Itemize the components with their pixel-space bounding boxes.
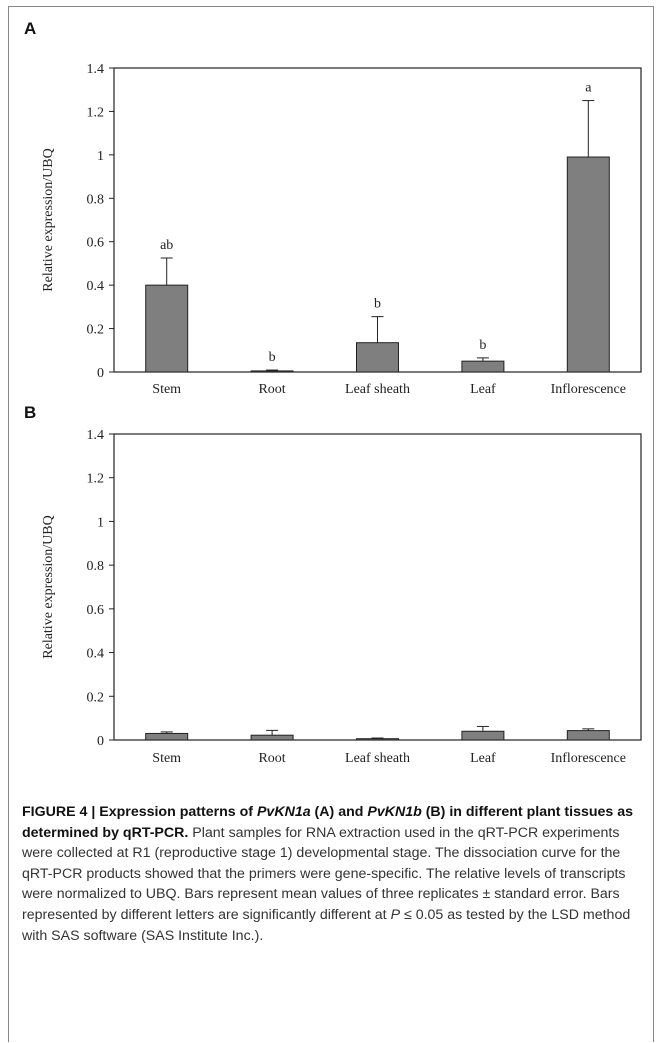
panel-a-significance-letter: a: [585, 81, 592, 96]
caption-body-1: Plant samples for RNA extraction used in…: [22, 824, 626, 923]
panel-b-bar: [250, 734, 294, 741]
panel-b-bar: [145, 732, 189, 741]
panel-b-y-tick-label: 1.2: [87, 472, 105, 487]
panel-a-y-axis-label: Relative expression/UBQ: [41, 148, 56, 291]
panel-a-y-tick-label: 1.4: [87, 62, 105, 77]
panel-a-bar: [250, 370, 294, 373]
panel-a-category-label: Root: [258, 382, 285, 397]
panel-a-category-label: Stem: [152, 382, 181, 397]
panel-a-bar: [145, 284, 189, 373]
panel-b-y-tick-label: 0.6: [87, 603, 105, 618]
caption-p-symbol: P: [390, 906, 401, 923]
panel-a-category-label: Inflorescence: [551, 382, 626, 397]
panel-b-category-label: Leaf: [470, 751, 496, 766]
panel-a-y-tick-label: 1.2: [87, 105, 105, 120]
panel-b-category-label: Stem: [152, 751, 181, 766]
panel-b-y-tick-label: 1.4: [87, 428, 105, 443]
panel-a-y-tick-label: 1: [97, 149, 104, 164]
panel-b-category-label: Root: [258, 751, 285, 766]
panel-a-category-label: Leaf: [470, 382, 496, 397]
figure-caption: FIGURE 4 | Expression patterns of PvKN1a…: [22, 802, 642, 946]
panel-b-label: B: [24, 403, 36, 422]
panel-a-bar: [566, 156, 610, 373]
panel-b-category-label: Leaf sheath: [345, 751, 410, 766]
panel-b-category-label: Inflorescence: [551, 751, 626, 766]
panel-b-bar: [566, 730, 610, 741]
panel-b-bar: [461, 730, 505, 741]
panel-b-bar: [356, 738, 399, 741]
caption-body-2: ≤ 0.05 as tested by the LSD method with …: [22, 906, 631, 944]
panel-b-y-tick-label: 0: [97, 734, 104, 749]
panel-b-y-tick-label: 0.2: [87, 690, 105, 705]
panel-b-plot-frame: [113, 433, 642, 741]
panel-a-bar: [356, 342, 399, 373]
panel-a-significance-letter: b: [374, 297, 381, 312]
panel-a-significance-letter: ab: [160, 238, 173, 253]
panel-a-significance-letter: b: [479, 338, 486, 353]
panel-a-significance-letter: b: [269, 350, 276, 365]
panel-a-category-label: Leaf sheath: [345, 382, 410, 397]
panel-b-y-tick-label: 1: [97, 515, 104, 530]
panel-b-y-tick-label: 0.4: [87, 647, 105, 662]
panel-a-y-tick-label: 0.8: [87, 192, 105, 207]
panel-a-y-tick-label: 0.2: [87, 323, 105, 338]
panel-a-label: A: [24, 19, 36, 38]
panel-a-bar: [461, 360, 505, 373]
panel-b-y-tick-label: 0.8: [87, 559, 105, 574]
caption-title: FIGURE 4 | Expression patterns of PvKN1a…: [22, 804, 634, 841]
figure-frame: [8, 6, 654, 1042]
panel-a-y-tick-label: 0.6: [87, 236, 105, 251]
panel-a-chart: A 0 0.2 0.4 0.6 0.8 1 1.2 1.4 Relative expression…: [24, 19, 642, 397]
panel-a-y-tick-label: 0: [97, 366, 104, 381]
panel-a-y-tick-label: 0.4: [87, 279, 105, 294]
panel-b-chart: B 0 0.2 0.4 0.6 0.8 1 1.2 1.4 Relative expression…: [24, 403, 642, 766]
panel-b-y-axis-label: Relative expression/UBQ: [41, 515, 56, 658]
figure-charts: A 0 0.2 0.4 0.6 0.8 1 1.2 1.4 Relative expression…: [24, 19, 642, 766]
